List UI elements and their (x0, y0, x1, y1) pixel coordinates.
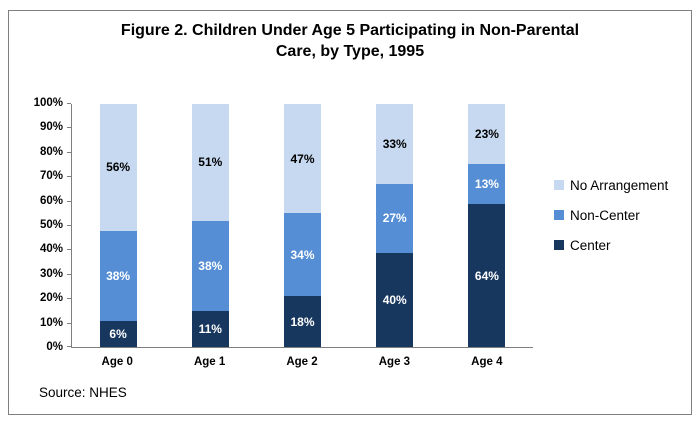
legend-swatch-icon (554, 240, 564, 250)
bar-segment: 23% (468, 104, 506, 165)
y-axis-tick-mark (67, 298, 71, 300)
bar-value-label: 47% (290, 151, 315, 166)
x-axis-labels: Age 0 Age 1 Age 2 Age 3 Age 4 (71, 356, 533, 368)
stacked-bar-age-0: 56% 38% 6% (99, 104, 137, 347)
bar-slot: 23% 13% 64% (441, 104, 533, 347)
bar-segment: 56% (99, 104, 137, 231)
bar-value-label: 23% (474, 127, 499, 142)
y-axis-tick-label: 80% (39, 145, 63, 158)
source-note: Source: NHES (39, 385, 127, 400)
y-axis-tick-label: 30% (39, 267, 63, 280)
stacked-bar-age-4: 23% 13% 64% (468, 104, 506, 347)
bar-value-label: 56% (106, 160, 131, 175)
y-axis-tick-label: 20% (39, 292, 63, 305)
bar-slot: 56% 38% 6% (72, 104, 164, 347)
legend-swatch-icon (554, 180, 564, 190)
chart-title: Figure 2. Children Under Age 5 Participa… (9, 20, 691, 62)
bar-value-label: 40% (382, 292, 407, 307)
bar-slot: 51% 38% 11% (164, 104, 256, 347)
bar-value-label: 51% (198, 155, 223, 170)
bar-value-label: 38% (106, 268, 131, 283)
bar-value-label: 6% (109, 326, 127, 341)
y-axis-tick-mark (67, 200, 71, 202)
y-axis-tick-mark (67, 273, 71, 275)
bar-value-label: 33% (382, 137, 407, 152)
bar-segment: 40% (376, 252, 414, 347)
x-axis-label: Age 2 (286, 356, 318, 368)
bar-segment: 64% (468, 204, 506, 347)
y-axis-tick-label: 70% (39, 170, 63, 183)
x-axis-label: Age 4 (471, 356, 503, 368)
bar-value-label: 64% (474, 268, 499, 283)
legend-item: Center (554, 237, 668, 253)
bar-segment: 38% (99, 230, 137, 321)
bar-value-label: 13% (474, 177, 499, 192)
chart-title-line1: Figure 2. Children Under Age 5 Participa… (120, 22, 580, 39)
stacked-bar-age-3: 33% 27% 40% (376, 104, 414, 347)
bar-segment: 11% (191, 310, 229, 347)
y-axis-tick-label: 60% (39, 194, 63, 207)
y-axis-tick-label: 90% (39, 121, 63, 134)
bars-container: 56% 38% 6% 51% 38% 11% 47% 34% 18% 33% 27% 40% 23% 13… (72, 104, 533, 347)
y-axis-tick-mark (67, 151, 71, 153)
legend: No Arrangement Non-Center Center (554, 178, 668, 268)
legend-label: No Arrangement (570, 177, 669, 193)
y-axis-tick-label: 10% (39, 316, 63, 329)
bar-segment: 18% (284, 296, 321, 347)
y-axis-tick-mark (67, 249, 71, 251)
bar-slot: 47% 34% 18% (256, 104, 348, 347)
bar-value-label: 38% (198, 258, 223, 273)
legend-item: No Arrangement (554, 177, 669, 193)
y-axis-tick-mark (67, 127, 71, 129)
bar-value-label: 34% (290, 247, 315, 262)
legend-item: Non-Center (554, 207, 668, 223)
bar-segment: 13% (468, 164, 506, 205)
bar-value-label: 18% (290, 314, 315, 329)
bar-value-label: 11% (198, 321, 222, 336)
y-axis-tick-mark (67, 176, 71, 178)
stacked-bar-age-1: 51% 38% 11% (191, 104, 229, 347)
bar-segment: 34% (284, 213, 321, 297)
x-axis-label: Age 1 (193, 356, 226, 368)
bar-slot: 33% 27% 40% (349, 104, 441, 347)
bar-segment: 27% (376, 184, 414, 253)
bar-segment: 47% (284, 104, 321, 214)
bar-segment: 38% (191, 220, 229, 311)
y-axis-tick-mark (67, 346, 71, 347)
figure-frame: Figure 2. Children Under Age 5 Participa… (8, 10, 692, 415)
y-axis-tick-label: 50% (39, 219, 63, 231)
legend-swatch-icon (554, 210, 564, 220)
y-axis-tick-mark (67, 322, 71, 324)
y-axis-tick-label: 0% (46, 341, 63, 353)
stacked-bar-age-2: 47% 34% 18% (284, 104, 321, 347)
legend-label: Center (570, 237, 611, 253)
bar-segment: 33% (376, 104, 414, 185)
x-axis-label: Age 3 (378, 356, 411, 368)
y-axis-tick-mark (67, 103, 71, 104)
legend-label: Non-Center (570, 207, 640, 223)
bar-segment: 6% (99, 320, 137, 347)
plot-area: 56% 38% 6% 51% 38% 11% 47% 34% 18% 33% 27% 40% 23% 13… (34, 97, 533, 353)
chart-title-line2: Care, by Type, 1995 (275, 43, 425, 60)
bar-value-label: 27% (382, 211, 407, 226)
y-axis-tick-label: 100% (33, 97, 63, 109)
x-axis-label: Age 0 (101, 356, 133, 368)
y-axis-tick-mark (67, 225, 71, 226)
y-axis-tick-label: 40% (39, 243, 63, 256)
bar-segment: 51% (191, 104, 229, 221)
